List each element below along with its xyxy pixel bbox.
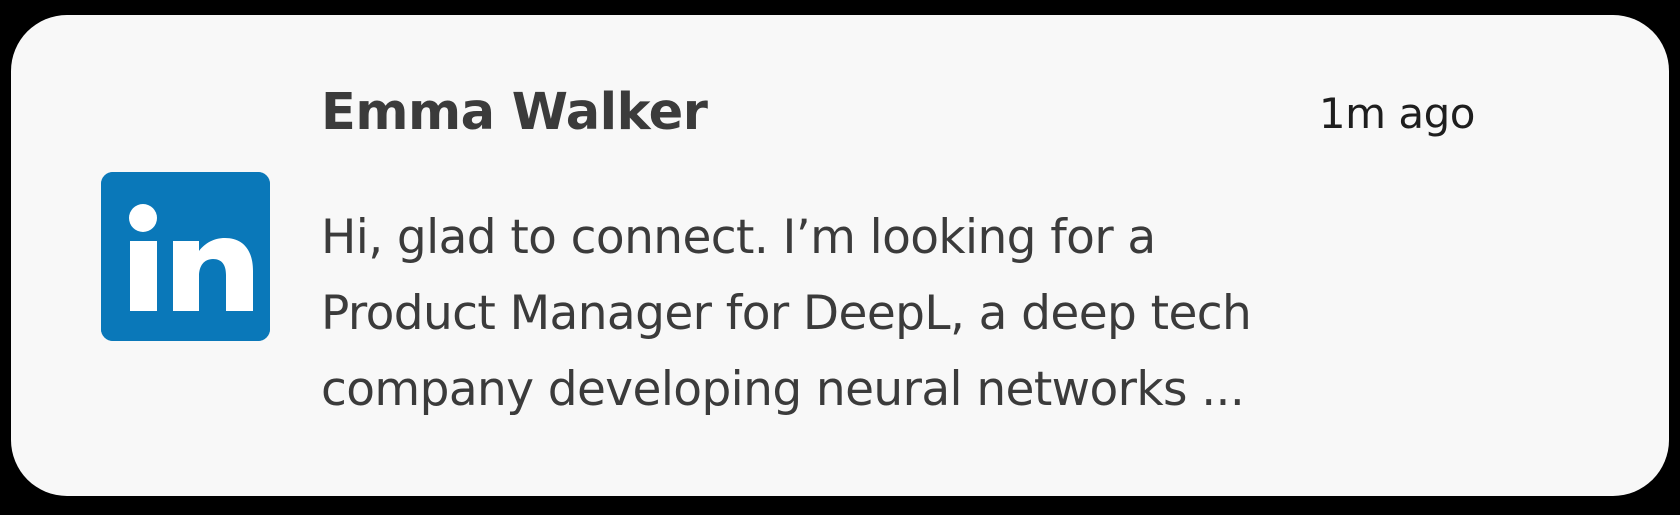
message-line: Product Manager for DeepL, a deep tech bbox=[321, 286, 1252, 341]
message-line: company developing neural networks ... bbox=[321, 362, 1245, 417]
linkedin-icon bbox=[101, 172, 270, 341]
sender-name: Emma Walker bbox=[321, 83, 708, 142]
message-preview: Hi, glad to connect. I’m looking for a P… bbox=[321, 200, 1471, 428]
notification-card[interactable]: Emma Walker 1m ago Hi, glad to connect. … bbox=[11, 15, 1669, 496]
message-line: Hi, glad to connect. I’m looking for a bbox=[321, 210, 1156, 265]
timestamp: 1m ago bbox=[1318, 89, 1476, 138]
